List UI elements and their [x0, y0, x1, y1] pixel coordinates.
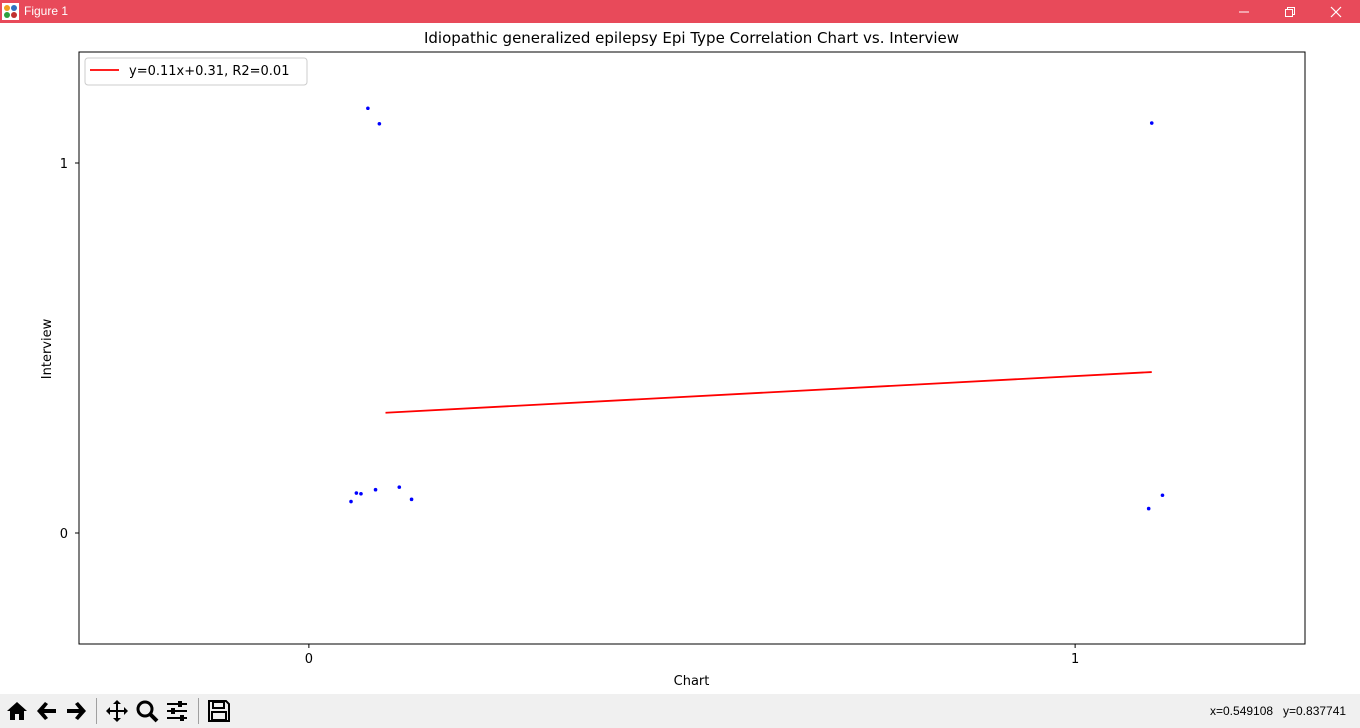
data-point: [1149, 121, 1154, 125]
home-icon: [7, 702, 27, 720]
data-point: [377, 121, 382, 126]
data-point: [354, 491, 359, 495]
legend: y=0.11x+0.31, R2=0.01: [84, 57, 308, 86]
restore-button[interactable]: [1267, 0, 1313, 23]
zoom-icon: [136, 700, 159, 723]
save-button[interactable]: [205, 696, 233, 726]
marks-layer: [349, 106, 1165, 511]
data-point: [409, 497, 414, 502]
window-title: Figure 1: [24, 4, 69, 18]
data-point: [366, 106, 370, 111]
toolbar-separator: [96, 698, 97, 724]
y-axis-label: Interview: [40, 318, 55, 379]
forward-arrow-icon: [67, 702, 86, 720]
minimize-icon: [1239, 11, 1249, 12]
y-tick-label: 1: [60, 157, 68, 172]
back-arrow-icon: [37, 702, 56, 720]
data-point: [373, 487, 378, 492]
cursor-y-readout: y=0.837741: [1283, 704, 1347, 718]
x-axis-label: Chart: [674, 674, 710, 689]
plot-frame: [78, 51, 1306, 645]
restore-icon: [1285, 6, 1295, 17]
x-tick-label: 1: [1071, 652, 1079, 667]
close-icon: [1330, 6, 1342, 17]
back-button[interactable]: [33, 696, 61, 726]
toolbar-separator: [198, 698, 199, 724]
navigation-toolbar: x=0.549108 y=0.837741: [0, 694, 1360, 728]
pan-icon: [106, 700, 128, 722]
zoom-button[interactable]: [133, 696, 161, 726]
window-titlebar: Figure 1: [0, 0, 1360, 23]
forward-button[interactable]: [62, 696, 90, 726]
home-button[interactable]: [3, 696, 31, 726]
data-point: [1146, 506, 1151, 511]
legend-label: y=0.11x+0.31, R2=0.01: [129, 64, 289, 79]
data-point: [359, 491, 363, 496]
data-point: [349, 499, 353, 504]
chart: Idiopathic generalized epilepsy Epi Type…: [40, 29, 1306, 689]
y-tick-label: 0: [60, 527, 68, 542]
legend-box: [84, 57, 308, 86]
ticks-layer: 0 1 0 1: [60, 157, 1080, 667]
x-tick-label: 0: [305, 652, 313, 667]
pan-button[interactable]: [103, 696, 131, 726]
chart-title: Idiopathic generalized epilepsy Epi Type…: [424, 29, 959, 47]
figure-canvas[interactable]: Idiopathic generalized epilepsy Epi Type…: [0, 23, 1360, 694]
app-icon: [2, 3, 19, 20]
configure-subplots-button[interactable]: [163, 696, 191, 726]
minimize-button[interactable]: [1221, 0, 1267, 23]
data-point: [1160, 493, 1165, 498]
configure-subplots-icon: [167, 701, 187, 721]
cursor-x-readout: x=0.549108: [1210, 704, 1274, 718]
close-button[interactable]: [1313, 0, 1359, 23]
save-icon: [208, 700, 230, 722]
regression-line: [385, 371, 1152, 414]
data-point: [397, 485, 402, 489]
